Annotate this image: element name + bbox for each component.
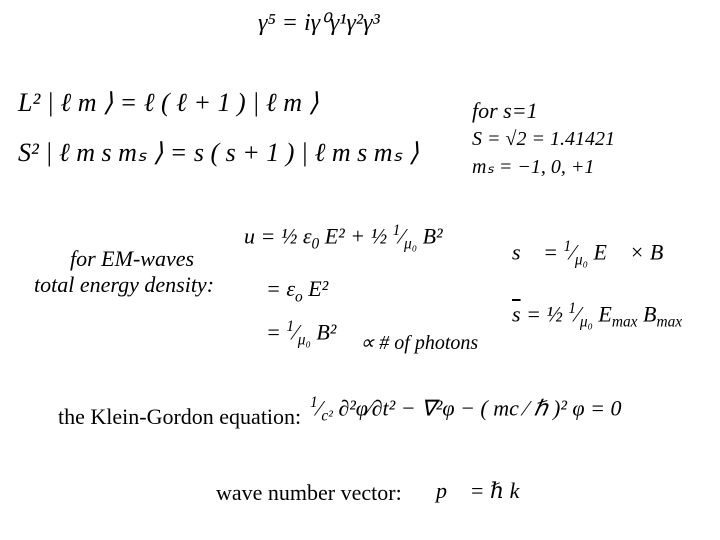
em-waves-label-2: total energy density:: [34, 272, 214, 298]
s-bar-eq: s = ½ 1⁄μ₀ Emax Bmax: [512, 300, 682, 332]
S2-eq: S² | ℓ m s mₛ ⟩ = s ( s + 1 ) | ℓ m s mₛ…: [18, 138, 419, 168]
p-vector-eq: p⃗ = ℏ k⃗: [436, 478, 537, 504]
u-eq-line3: = 1⁄μ₀ B²: [266, 318, 336, 350]
u-eq-line2: = εo E²: [266, 276, 328, 306]
for-s1-label: for s=1: [472, 98, 538, 124]
ms-value: mₛ = −1, 0, +1: [472, 154, 594, 179]
S-value: S = √2 = 1.41421: [472, 128, 615, 151]
em-waves-label-1: for EM-waves: [70, 246, 194, 272]
photons-label: ∝ # of photons: [360, 330, 478, 355]
u-eq-line1: u = ½ ε0 E² + ½ 1⁄μ₀ B²: [244, 222, 443, 254]
L2-eq: L² | ℓ m ⟩ = ℓ ( ℓ + 1 ) | ℓ m ⟩: [18, 88, 319, 118]
slide: γ⁵ = iγ⁰γ¹γ²γ³ L² | ℓ m ⟩ = ℓ ( ℓ + 1 ) …: [0, 0, 720, 540]
klein-gordon-eq: 1⁄c² ∂²φ⁄∂t² − ∇²φ − ( mc ⁄ ℏ )² φ = 0: [310, 394, 621, 426]
gamma5-eq: γ⁵ = iγ⁰γ¹γ²γ³: [258, 8, 380, 37]
wave-number-label: wave number vector:: [216, 480, 402, 506]
klein-gordon-label: the Klein-Gordon equation:: [58, 404, 301, 430]
s-vector-eq: s⃗ = 1⁄μ₀ E⃗ × B⃗: [512, 238, 680, 270]
